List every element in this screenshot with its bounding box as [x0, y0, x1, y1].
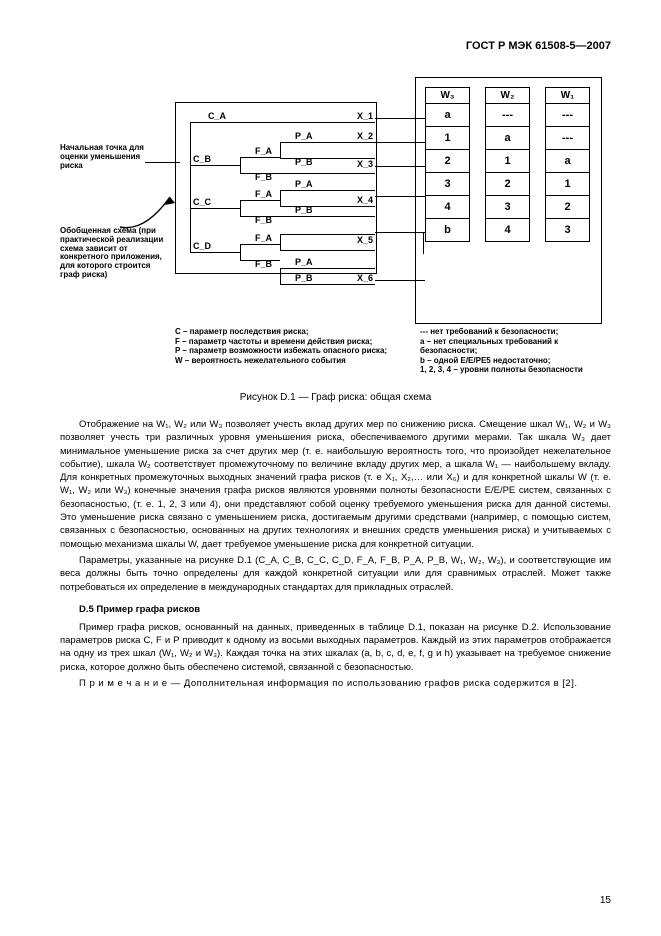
cc-label: C_C [193, 198, 211, 208]
ca-label: C_A [208, 112, 226, 122]
section-d5-title: D.5 Пример графа рисков [60, 604, 611, 615]
branch-cd [190, 252, 240, 253]
branch-cc [190, 208, 240, 209]
fb-cc: F_B [255, 216, 272, 226]
cb-fa-pa [280, 142, 375, 143]
branch-cb [190, 165, 240, 166]
cd-fb-v [280, 268, 281, 284]
document-header: ГОСТ Р МЭК 61508-5—2007 [60, 40, 611, 52]
cb-fa-v [280, 142, 281, 158]
connect-3 [375, 166, 425, 167]
fa-cc: F_A [255, 190, 272, 200]
x5-label: X_5 [357, 236, 373, 246]
cd-fa-pb [280, 250, 375, 251]
pa-2: P_A [295, 180, 313, 190]
x3-label: X_3 [357, 160, 373, 170]
legend-p: P – параметр возможности избежать опасно… [175, 346, 405, 356]
fb-cb: F_B [255, 173, 272, 183]
start-line [145, 162, 180, 163]
body-text: Отображение на W₁, W₂ или W₃ позволяет у… [60, 418, 611, 690]
paragraph-2: Параметры, указанные на рисунке D.1 (C_A… [60, 554, 611, 594]
connect-6 [375, 280, 425, 281]
connect-6v [423, 232, 424, 254]
pb-2: P_B [295, 206, 313, 216]
cd-fa-v [280, 234, 281, 250]
x2-label: X_2 [357, 132, 373, 142]
legend-1234: 1, 2, 3, 4 – уровни полноты безопасности [420, 365, 600, 375]
paragraph-3: Пример графа рисков, основанный на данны… [60, 621, 611, 674]
cb-fa [240, 157, 280, 158]
figure-caption: Рисунок D.1 — Граф риска: общая схема [60, 392, 611, 403]
page: ГОСТ Р МЭК 61508-5—2007 Начальная точка … [0, 0, 661, 936]
cc-v [240, 200, 241, 216]
x6-label: X_6 [357, 274, 373, 284]
legend-b: b – одной Е/Е/РЕ5 недостаточно; [420, 356, 600, 366]
cc-fa-pa [280, 190, 375, 191]
pb-1: P_B [295, 158, 313, 168]
cd-label: C_D [193, 242, 211, 252]
note: П р и м е ч а н и е — Дополнительная инф… [60, 677, 611, 690]
pa-1: P_A [295, 132, 313, 142]
cb-label: C_B [193, 155, 211, 165]
line-ca-x1 [240, 122, 375, 123]
cc-fa-v [280, 190, 281, 206]
x1-label: X_1 [357, 112, 373, 122]
cb-v [240, 157, 241, 173]
connect-1 [375, 118, 425, 119]
cc-fb-line [280, 216, 375, 217]
trunk-line [190, 122, 191, 252]
curved-arrow-icon [115, 177, 185, 237]
x4-label: X_4 [357, 196, 373, 206]
legend-right: --- нет требований к безопасности; а – н… [420, 327, 600, 375]
pb-3: P_B [295, 274, 313, 284]
connect-4 [375, 196, 425, 197]
legend-w: W – вероятность нежелательного события [175, 356, 405, 366]
legend-left: С – параметр последствия риска; F – пара… [175, 327, 405, 365]
connect-2 [375, 142, 425, 143]
legend-f: F – параметр частоты и времени действия … [175, 337, 405, 347]
cd-v [240, 244, 241, 260]
start-label: Начальная точка для оценки уменьшения ри… [60, 144, 145, 170]
cd-fa [240, 244, 280, 245]
fa-cb: F_A [255, 147, 272, 157]
legend-a: а – нет специальных требований к безопас… [420, 337, 600, 356]
cc-fa [240, 200, 280, 201]
legend-dash: --- нет требований к безопасности; [420, 327, 600, 337]
cd-fb-pb [280, 284, 375, 285]
connect-5 [375, 232, 425, 233]
branch-ca [190, 122, 240, 123]
paragraph-1: Отображение на W₁, W₂ или W₃ позволяет у… [60, 418, 611, 551]
cd-fb-pa [280, 268, 375, 269]
figure-d1: Начальная точка для оценки уменьшения ри… [60, 72, 611, 382]
pa-3: P_A [295, 258, 313, 268]
page-number: 15 [600, 895, 611, 906]
cb-fb-x3 [280, 173, 375, 174]
fa-cd: F_A [255, 234, 272, 244]
w-outer-box [415, 77, 602, 324]
legend-c: С – параметр последствия риска; [175, 327, 405, 337]
fb-cd: F_B [255, 260, 272, 270]
